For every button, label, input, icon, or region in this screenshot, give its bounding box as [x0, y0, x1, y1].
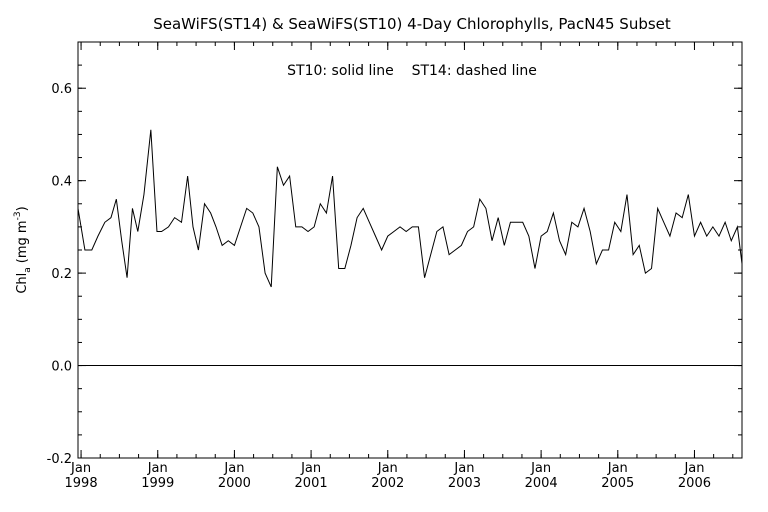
- x-axis-ticks: Jan1998Jan1999Jan2000Jan2001Jan2002Jan20…: [65, 42, 734, 491]
- x-tick-year: 1999: [141, 476, 174, 491]
- y-tick-label: 0.6: [51, 82, 72, 97]
- x-tick-month: Jan: [223, 461, 244, 476]
- x-tick-year: 2006: [678, 476, 711, 491]
- x-tick-year: 2005: [601, 476, 634, 491]
- y-axis-ticks: -0.2 0.0 0.2 0.4 0.6: [47, 41, 742, 467]
- x-tick-month: Jan: [377, 461, 398, 476]
- chart-title: SeaWiFS(ST14) & SeaWiFS(ST10) 4-Day Chlo…: [153, 15, 671, 33]
- x-tick-month: Jan: [607, 461, 628, 476]
- series-layer: [77, 129, 743, 288]
- x-tick-month: Jan: [530, 461, 551, 476]
- plot-frame: [77, 41, 743, 459]
- y-tick-label: 0.0: [51, 360, 72, 375]
- series-line-solid: [77, 129, 743, 288]
- y-tick-label: -0.2: [47, 452, 72, 467]
- x-tick-month: Jan: [453, 461, 474, 476]
- x-tick-year: 2000: [218, 476, 251, 491]
- x-tick-year: 2003: [448, 476, 481, 491]
- x-tick-year: 2002: [371, 476, 404, 491]
- x-tick-month: Jan: [300, 461, 321, 476]
- x-tick-year: 1998: [65, 476, 98, 491]
- x-tick-month: Jan: [147, 461, 168, 476]
- y-tick-label: 0.2: [51, 267, 72, 282]
- x-tick-year: 2001: [295, 476, 328, 491]
- y-tick-label: 0.4: [51, 175, 72, 190]
- y-axis-label: Chla(mg m-3): [13, 206, 33, 293]
- x-tick-month: Jan: [683, 461, 704, 476]
- x-tick-month: Jan: [70, 461, 91, 476]
- chart-annotation: ST10: solid line ST14: dashed line: [287, 63, 537, 79]
- x-tick-year: 2004: [525, 476, 558, 491]
